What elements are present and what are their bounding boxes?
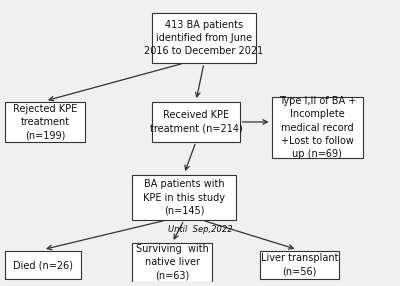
Text: Rejected KPE
treatment
(n=199): Rejected KPE treatment (n=199) (13, 104, 77, 140)
FancyBboxPatch shape (260, 251, 339, 279)
Text: 413 BA patients
identified from June
2016 to December 2021: 413 BA patients identified from June 201… (144, 20, 264, 56)
FancyBboxPatch shape (132, 175, 236, 220)
Text: BA patients with
KPE in this study
(n=145): BA patients with KPE in this study (n=14… (143, 180, 225, 216)
FancyBboxPatch shape (272, 97, 363, 158)
Text: Type I,II of BA +
Incomplete
medical record
+Lost to follow
up (n=69): Type I,II of BA + Incomplete medical rec… (278, 96, 356, 159)
Text: Surviving  with
native liver
(n=63): Surviving with native liver (n=63) (136, 244, 209, 280)
Text: Received KPE
treatment (n=214): Received KPE treatment (n=214) (150, 110, 242, 134)
FancyBboxPatch shape (152, 13, 256, 63)
Text: Liver transplant
(n=56): Liver transplant (n=56) (260, 253, 338, 277)
FancyBboxPatch shape (5, 102, 85, 142)
Text: Died (n=26): Died (n=26) (13, 260, 73, 270)
FancyBboxPatch shape (5, 251, 81, 279)
FancyBboxPatch shape (132, 243, 212, 282)
Text: Until  Sep,2022: Until Sep,2022 (168, 225, 232, 235)
FancyBboxPatch shape (152, 102, 240, 142)
